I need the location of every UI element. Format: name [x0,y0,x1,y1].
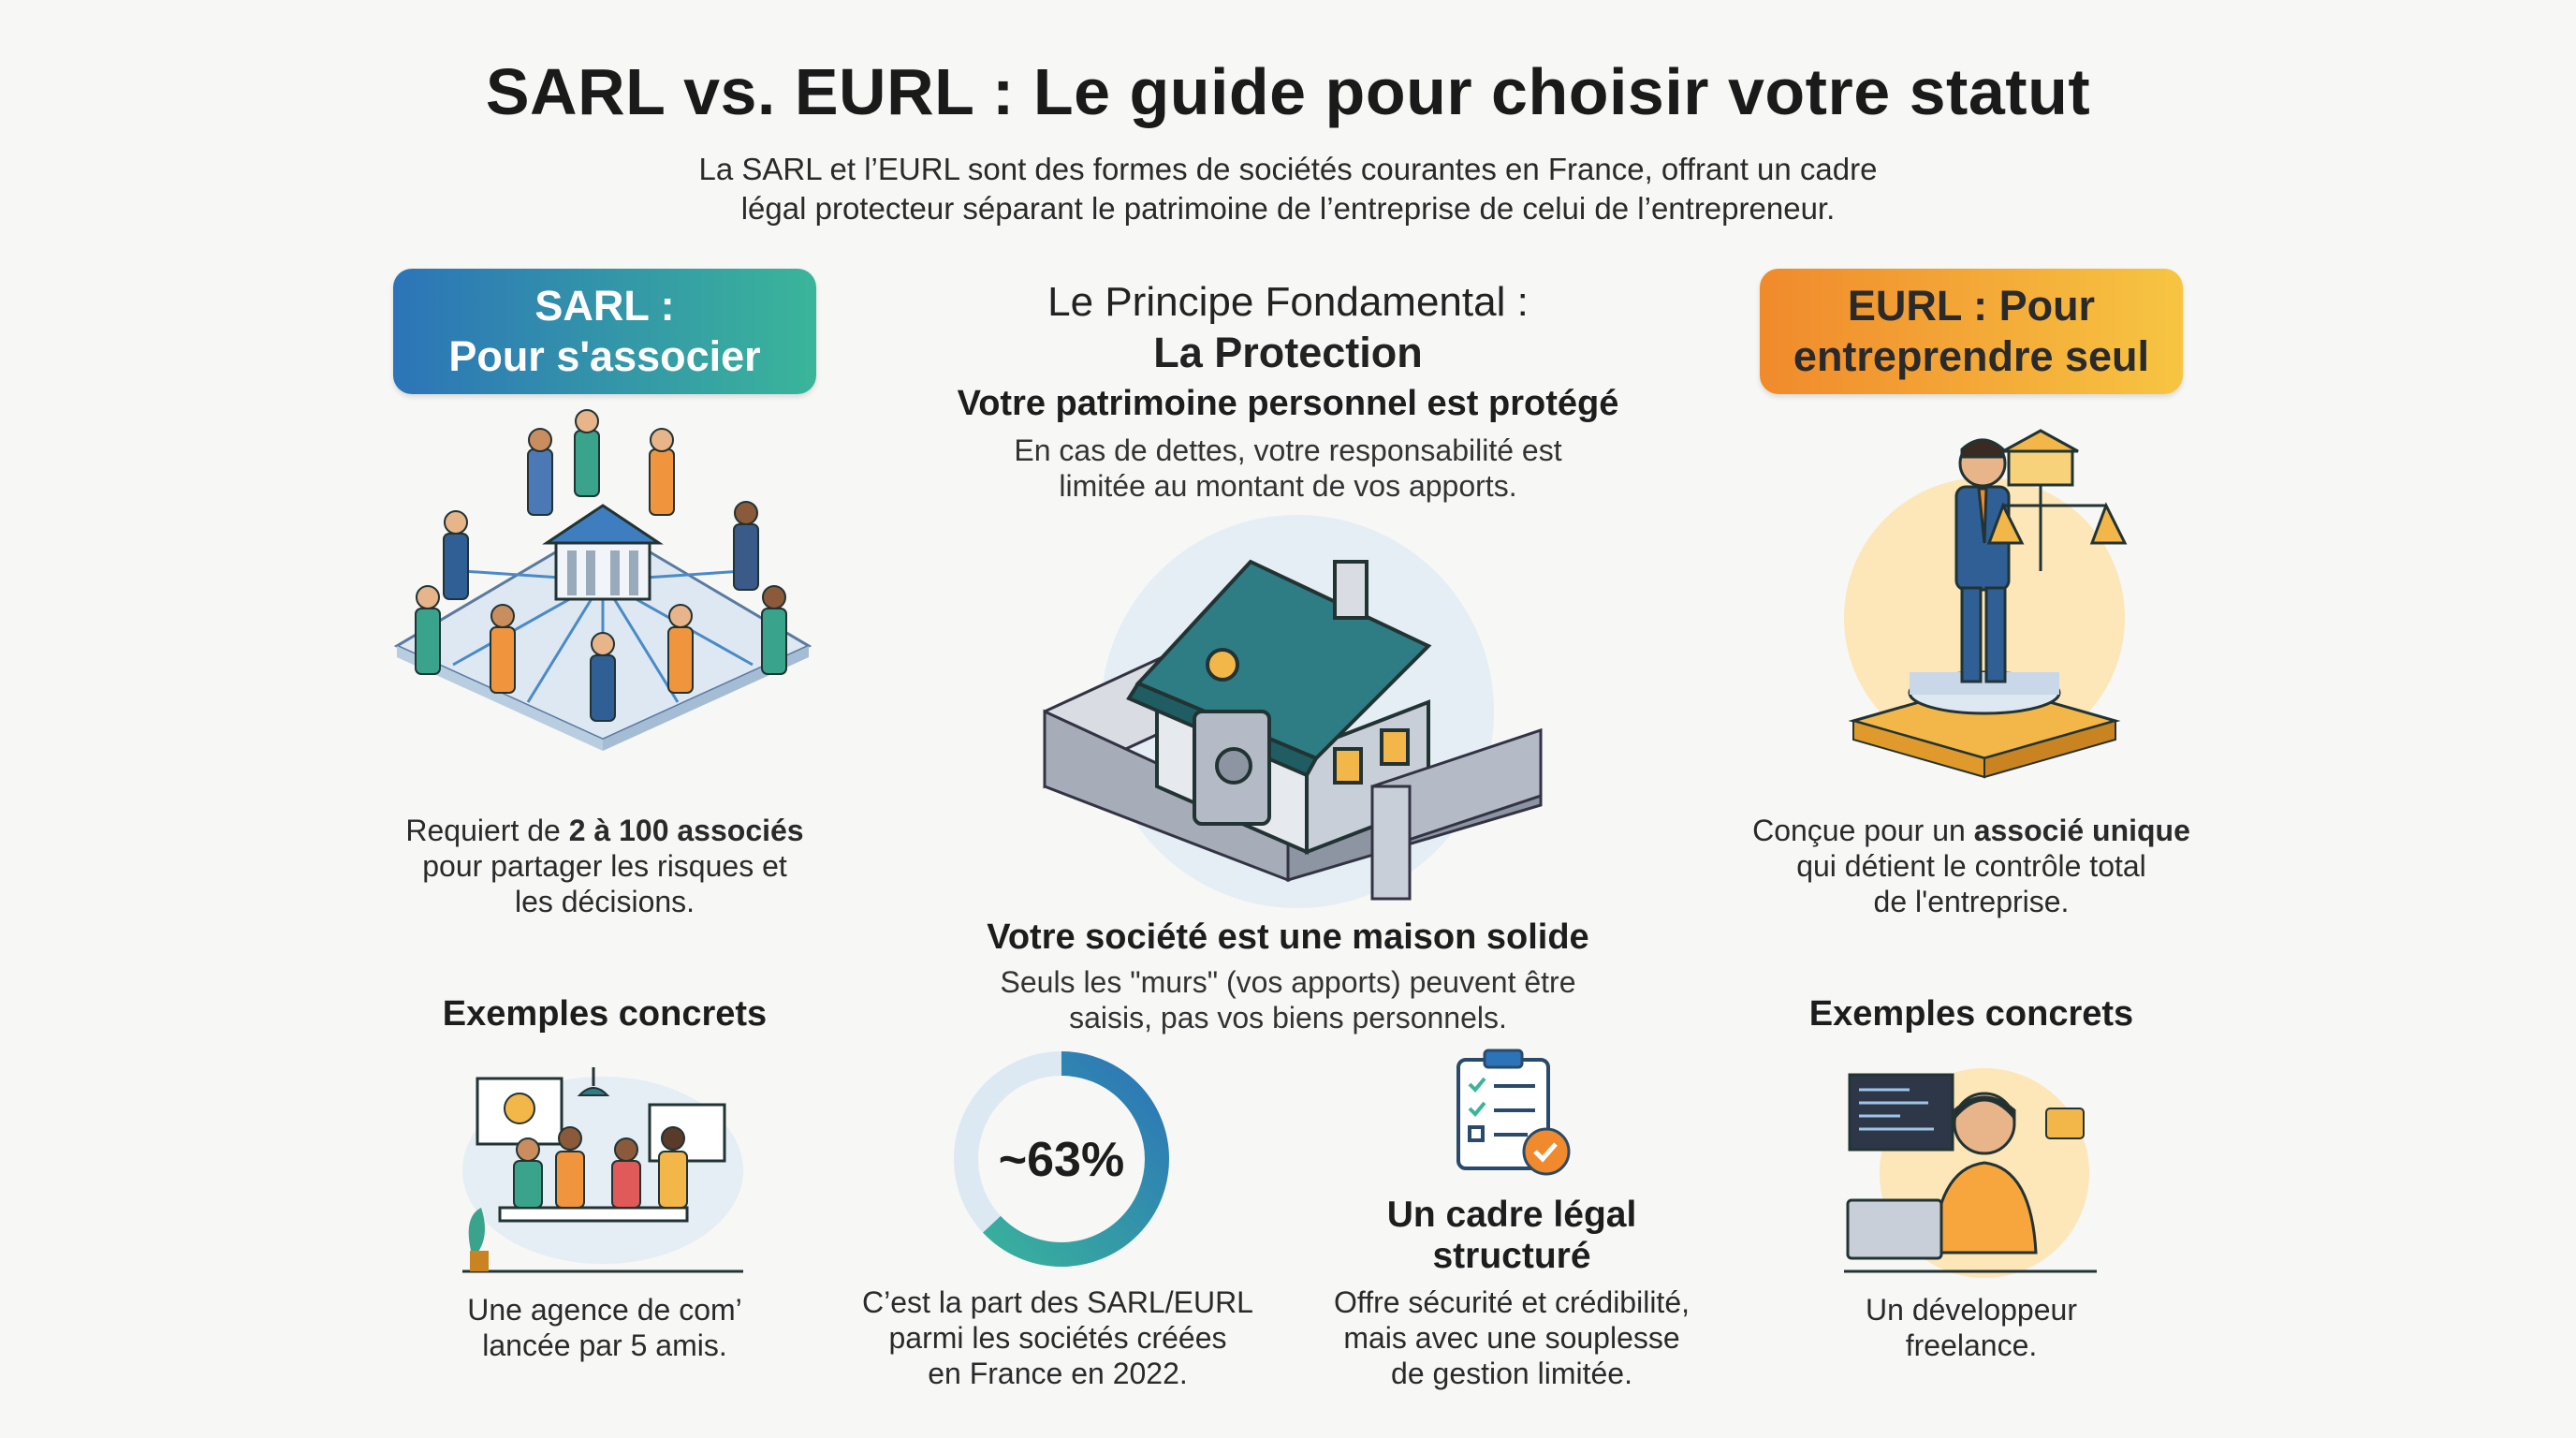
businessman-icon [1954,438,2011,683]
house-icon [1126,559,1432,856]
eurl-badge-line-2: entreprendre seul [1793,332,2150,380]
sarl-desc-line-2: pour partager les risques et [422,849,787,883]
principle-title: Le Principe Fondamental : La Protection [914,277,1662,379]
principle-text-line-2: limitée au montant de vos apports. [1059,469,1517,503]
stat-description: C’est la part des SARL/EURL parmi les so… [824,1284,1292,1391]
checklist-icon [1456,1049,1571,1176]
eurl-desc-line-2: qui détient le contrôle total [1796,849,2146,883]
sarl-example-text: Une agence de com’ lancée par 5 amis. [393,1292,816,1363]
sarl-description: Requiert de 2 à 100 associés pour partag… [356,813,854,919]
sarl-badge-line-1: SARL : [534,282,675,330]
page-subtitle: La SARL et l’EURL sont des formes de soc… [633,150,1943,228]
eurl-examples-heading: Exemples concrets [1808,994,2134,1034]
bank-icon [542,504,664,601]
sarl-associates-illustration [393,409,812,751]
stat-line-2: parmi les sociétés créées [888,1321,1227,1355]
subtitle-line-1: La SARL et l’EURL sont des formes de soc… [698,152,1878,186]
sarl-desc-line-3: les décisions. [514,885,695,918]
percentage-ring: ~63% [954,1051,1169,1267]
principle-heading: Votre patrimoine personnel est protégé [957,384,1619,423]
cadre-heading-line-1: Un cadre légal [1386,1195,1637,1235]
cadre-text-line-3: de gestion limitée. [1391,1357,1632,1390]
scale-icon [1986,477,2128,571]
agency-team-illustration [462,1067,743,1273]
sarl-badge-line-2: Pour s'associer [448,332,761,380]
eurl-desc-prefix: Conçue pour un [1752,814,1974,847]
freelance-developer-illustration [1844,1068,2097,1278]
eurl-example-text: Un développeur freelance. [1760,1292,2183,1363]
eurl-example-line-1: Un développeur [1866,1293,2077,1327]
percentage-value: ~63% [999,1133,1124,1187]
eurl-description: Conçue pour un associé unique qui détien… [1722,813,2220,919]
page-title: SARL vs. EURL : Le guide pour choisir vo… [485,55,2091,128]
stat-line-1: C’est la part des SARL/EURL [862,1285,1253,1319]
code-icon [2045,1108,2085,1139]
cadre-text-line-2: mais avec une souplesse [1343,1321,1680,1355]
eurl-entrepreneur-illustration [1844,429,2128,779]
plant-icon [468,1208,489,1271]
cadre-heading-line-2: structuré [1432,1236,1591,1276]
sarl-example-line-2: lancée par 5 amis. [482,1328,727,1362]
cadre-heading: Un cadre légal structuré [1310,1195,1713,1277]
stat-line-3: en France en 2022. [928,1357,1188,1390]
house-text: Seuls les "murs" (vos apports) peuvent ê… [914,964,1662,1035]
lightbulb-icon [504,1093,535,1124]
sarl-examples-heading: Exemples concrets [442,994,768,1034]
eurl-badge-line-1: EURL : Pour [1847,282,2096,330]
sarl-badge: SARL : Pour s'associer [393,269,816,394]
house-text-line-1: Seuls les "murs" (vos apports) peuvent ê… [1000,965,1576,999]
subtitle-line-2: légal protecteur séparant le patrimoine … [740,191,1836,226]
principle-title-line-1: Le Principe Fondamental : [1047,279,1529,325]
house-text-line-2: saisis, pas vos biens personnels. [1069,1001,1507,1034]
house-heading: Votre société est une maison solide [987,917,1589,957]
cadre-text-line-1: Offre sécurité et crédibilité, [1333,1285,1690,1319]
cadre-text: Offre sécurité et crédibilité, mais avec… [1301,1284,1722,1391]
principle-title-line-2: La Protection [1153,329,1423,376]
sarl-desc-prefix: Requiert de [405,814,569,847]
people-group-icon [415,409,787,722]
sarl-example-line-1: Une agence de com’ [467,1293,742,1327]
eurl-desc-line-3: de l'entreprise. [1873,885,2070,918]
eurl-example-line-2: freelance. [1905,1328,2038,1362]
courthouse-icon [2002,429,2079,487]
eurl-desc-highlight: associé unique [1973,814,2190,847]
ring-progress-arc [954,1051,1169,1267]
sarl-desc-highlight: 2 à 100 associés [568,814,804,847]
eurl-badge: EURL : Pour entreprendre seul [1760,269,2183,394]
principle-text-line-1: En cas de dettes, votre responsabilité e… [1014,433,1562,467]
principle-text: En cas de dettes, votre responsabilité e… [914,433,1662,504]
protected-house-illustration [1043,515,1543,908]
